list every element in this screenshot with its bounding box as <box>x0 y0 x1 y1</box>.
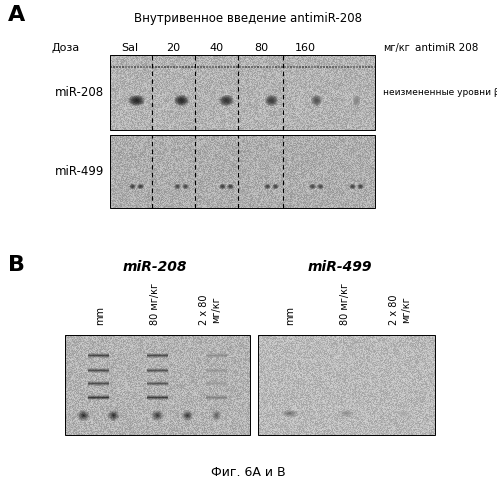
Text: 2 x 80
мг/кг: 2 x 80 мг/кг <box>199 294 221 325</box>
Bar <box>110 135 375 208</box>
Text: miR-499: miR-499 <box>55 165 104 178</box>
Text: A: A <box>8 5 25 25</box>
Bar <box>258 335 435 435</box>
Text: мг/кг: мг/кг <box>383 43 410 53</box>
Text: 20: 20 <box>166 43 180 53</box>
Text: 80 мг/кг: 80 мг/кг <box>340 283 350 325</box>
Text: 80 мг/кг: 80 мг/кг <box>150 283 160 325</box>
Text: B: B <box>8 255 25 275</box>
Bar <box>65 335 250 435</box>
Text: 40: 40 <box>209 43 223 53</box>
Text: 2 x 80
мг/кг: 2 x 80 мг/кг <box>389 294 411 325</box>
Bar <box>110 55 375 130</box>
Text: miR-499: miR-499 <box>308 260 372 274</box>
Text: miR-208: miR-208 <box>123 260 187 274</box>
Text: mm: mm <box>95 306 105 325</box>
Text: Внутривенное введение antimiR-208: Внутривенное введение antimiR-208 <box>134 12 362 25</box>
Text: miR-208: miR-208 <box>55 86 104 99</box>
Text: mm: mm <box>285 306 295 325</box>
Text: antimiR 208: antimiR 208 <box>415 43 479 53</box>
Text: Фиг. 6А и В: Фиг. 6А и В <box>211 466 285 478</box>
Text: 160: 160 <box>295 43 316 53</box>
Text: неизмененные уровни βМНС: неизмененные уровни βМНС <box>383 88 497 97</box>
Text: Доза: Доза <box>52 43 80 53</box>
Text: Sal: Sal <box>121 43 139 53</box>
Text: 80: 80 <box>254 43 268 53</box>
